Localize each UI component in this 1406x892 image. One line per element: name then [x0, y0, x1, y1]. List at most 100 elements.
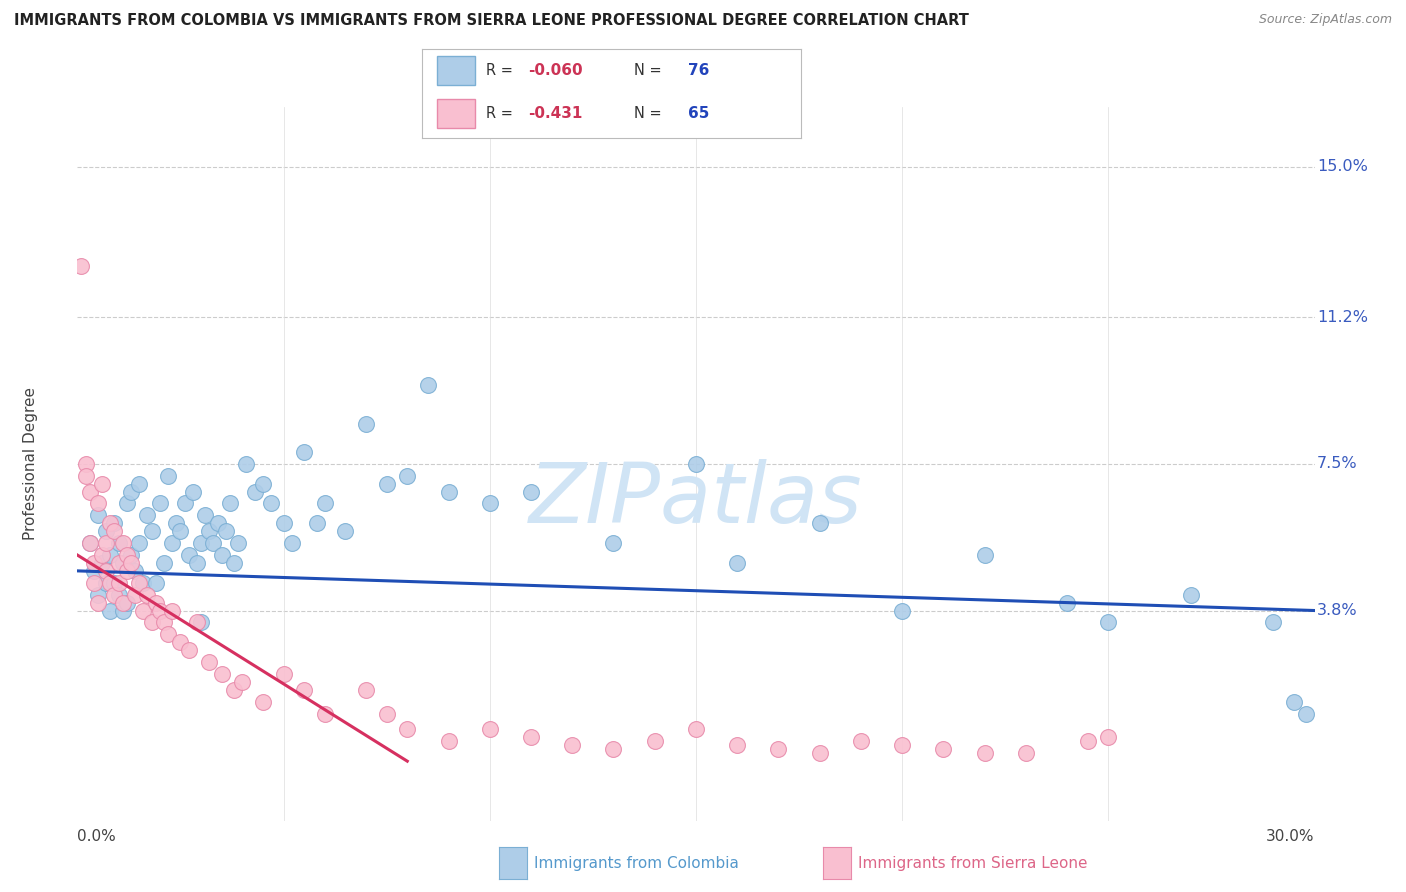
Point	[87, 496, 110, 510]
Text: ZIPatlas: ZIPatlas	[529, 459, 863, 540]
Point	[149, 496, 172, 510]
Text: 3.8%: 3.8%	[1317, 603, 1358, 618]
Point	[808, 746, 831, 760]
Point	[1077, 734, 1099, 748]
Point	[186, 615, 208, 630]
Point	[141, 524, 163, 539]
Point	[437, 484, 460, 499]
Point	[70, 259, 93, 273]
Point	[75, 457, 97, 471]
Text: R =: R =	[486, 106, 517, 120]
Point	[190, 536, 212, 550]
Point	[478, 723, 501, 737]
Text: N =: N =	[634, 106, 666, 120]
Point	[157, 627, 180, 641]
Point	[222, 682, 245, 697]
Point	[115, 548, 138, 562]
Point	[160, 536, 183, 550]
Point	[128, 476, 150, 491]
Point	[79, 484, 101, 499]
Point	[891, 603, 914, 617]
Point	[252, 695, 274, 709]
Point	[1263, 615, 1285, 630]
Point	[478, 496, 501, 510]
FancyBboxPatch shape	[437, 56, 475, 85]
Point	[87, 588, 110, 602]
Point	[128, 536, 150, 550]
Point	[252, 476, 274, 491]
Point	[177, 643, 200, 657]
Point	[292, 682, 315, 697]
Point	[725, 556, 748, 570]
Point	[165, 516, 187, 531]
Point	[169, 635, 191, 649]
Point	[107, 588, 129, 602]
Point	[235, 457, 257, 471]
Point	[602, 742, 624, 756]
Point	[98, 603, 121, 617]
Point	[1097, 731, 1119, 745]
Text: -0.060: -0.060	[529, 63, 582, 78]
Point	[396, 723, 419, 737]
Point	[685, 723, 707, 737]
Text: 76: 76	[688, 63, 709, 78]
Point	[190, 615, 212, 630]
Point	[561, 739, 583, 753]
Point	[973, 746, 995, 760]
Point	[120, 548, 142, 562]
Text: 11.2%: 11.2%	[1317, 310, 1368, 325]
Point	[231, 674, 253, 689]
Point	[725, 739, 748, 753]
Point	[1097, 615, 1119, 630]
Point	[207, 516, 229, 531]
Point	[198, 655, 221, 669]
Point	[107, 556, 129, 570]
Point	[111, 556, 134, 570]
Point	[160, 603, 183, 617]
Point	[768, 742, 790, 756]
Point	[128, 575, 150, 590]
Point	[1295, 706, 1317, 721]
Point	[153, 556, 176, 570]
Point	[149, 603, 172, 617]
Point	[685, 457, 707, 471]
Point	[305, 516, 328, 531]
Point	[87, 596, 110, 610]
Point	[202, 536, 225, 550]
Point	[103, 516, 125, 531]
Text: 0.0%: 0.0%	[77, 829, 117, 844]
Point	[96, 564, 118, 578]
Point	[932, 742, 955, 756]
Point	[83, 564, 105, 578]
Text: R =: R =	[486, 63, 517, 78]
Point	[520, 731, 543, 745]
Point	[111, 603, 134, 617]
Text: IMMIGRANTS FROM COLOMBIA VS IMMIGRANTS FROM SIERRA LEONE PROFESSIONAL DEGREE COR: IMMIGRANTS FROM COLOMBIA VS IMMIGRANTS F…	[14, 13, 969, 29]
Point	[111, 596, 134, 610]
FancyBboxPatch shape	[437, 99, 475, 128]
Point	[120, 484, 142, 499]
Point	[314, 496, 336, 510]
Point	[83, 575, 105, 590]
Point	[173, 496, 195, 510]
Point	[520, 484, 543, 499]
Point	[396, 468, 419, 483]
Point	[602, 536, 624, 550]
Point	[644, 734, 666, 748]
Text: 65: 65	[688, 106, 709, 120]
Point	[849, 734, 872, 748]
Point	[79, 536, 101, 550]
Point	[222, 556, 245, 570]
Point	[973, 548, 995, 562]
Point	[111, 536, 134, 550]
Point	[354, 417, 377, 432]
Point	[75, 468, 97, 483]
Point	[124, 564, 146, 578]
Point	[91, 548, 114, 562]
Point	[292, 445, 315, 459]
Point	[215, 524, 238, 539]
Point	[177, 548, 200, 562]
Point	[273, 667, 295, 681]
Point	[186, 556, 208, 570]
Point	[132, 603, 155, 617]
